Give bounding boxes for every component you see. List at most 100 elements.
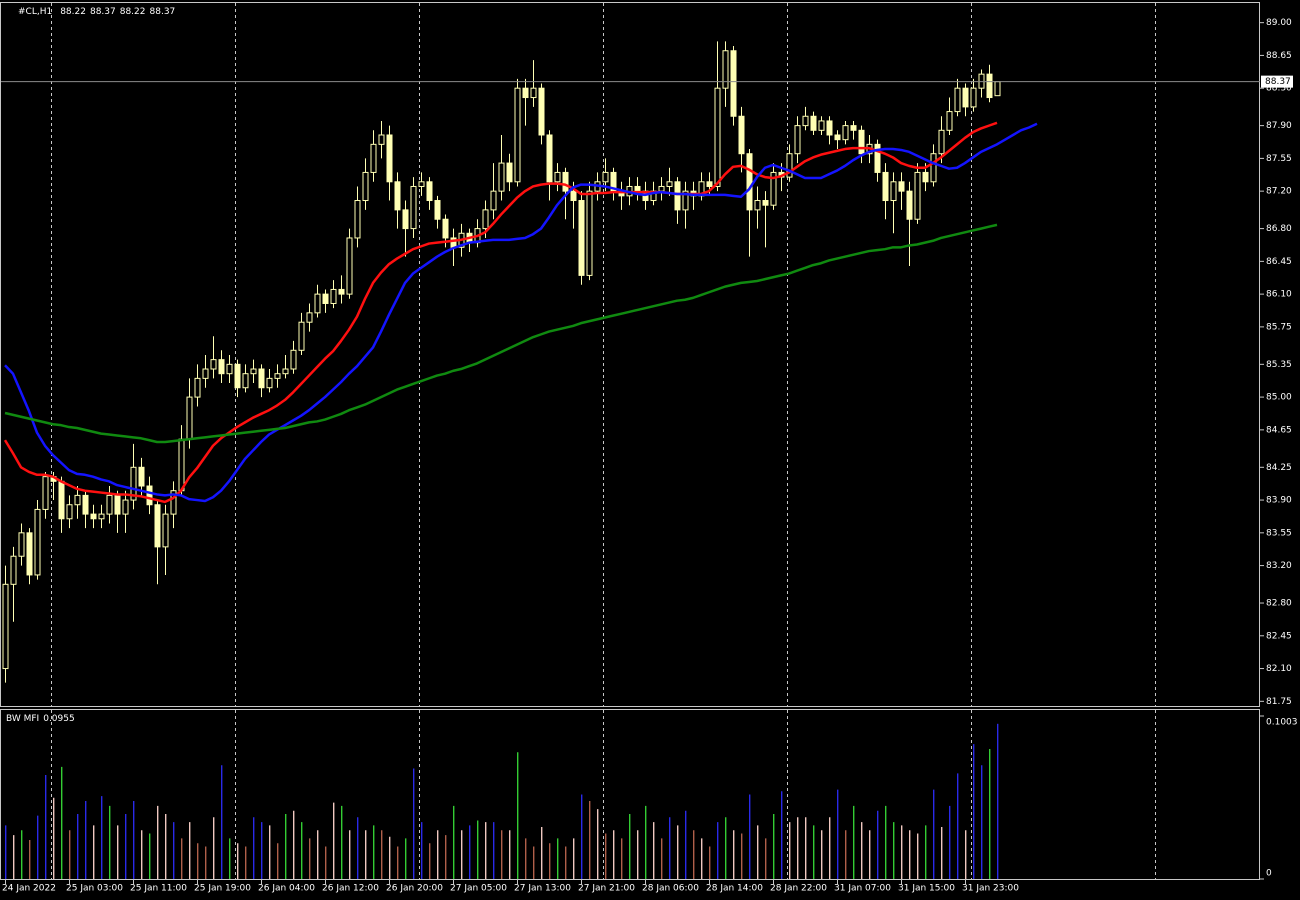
y-tick-label: 86.80 bbox=[1266, 224, 1292, 234]
x-tick-label: 25 Jan 03:00 bbox=[66, 884, 123, 894]
candle-body bbox=[98, 513, 105, 520]
candle-body bbox=[194, 377, 201, 398]
mfi-bar bbox=[509, 830, 511, 879]
mfi-bar bbox=[157, 805, 159, 879]
x-tick-label: 24 Jan 2022 bbox=[2, 884, 56, 894]
candle-body bbox=[898, 181, 905, 192]
mfi-bar bbox=[533, 846, 535, 879]
candle-body bbox=[890, 181, 897, 202]
mfi-bar bbox=[285, 814, 287, 879]
mfi-bar bbox=[317, 830, 319, 879]
candle-body bbox=[362, 171, 369, 202]
mfi-bar bbox=[573, 838, 575, 879]
mfi-bar bbox=[493, 822, 495, 879]
candle-body bbox=[858, 129, 865, 155]
candle-body bbox=[226, 363, 233, 375]
mfi-bar bbox=[837, 789, 839, 879]
mfi-bar bbox=[13, 835, 15, 879]
mfi-bar bbox=[245, 846, 247, 879]
candle-body bbox=[426, 181, 433, 202]
candle-body bbox=[210, 359, 217, 370]
mfi-bar bbox=[989, 749, 991, 879]
mfi-bar bbox=[69, 830, 71, 879]
header-high: 88.37 bbox=[90, 7, 116, 17]
y-tick-label: 83.20 bbox=[1266, 561, 1292, 571]
mfi-bar bbox=[709, 846, 711, 879]
y-tick-label: 85.75 bbox=[1266, 322, 1292, 332]
mfi-bar bbox=[445, 835, 447, 879]
candle-body bbox=[434, 200, 441, 220]
x-tick-label: 27 Jan 21:00 bbox=[578, 884, 635, 894]
indicator-panel-frame bbox=[0, 709, 1260, 880]
y-tick-label: 86.10 bbox=[1266, 290, 1292, 300]
candle-body bbox=[306, 312, 313, 323]
candle-body bbox=[34, 508, 41, 576]
candle-body bbox=[202, 368, 209, 379]
candle-body bbox=[298, 321, 305, 351]
mfi-bar bbox=[557, 838, 559, 879]
candle-body bbox=[490, 190, 497, 211]
indicator-title: BW MFI bbox=[6, 714, 39, 724]
mfi-bar bbox=[325, 846, 327, 879]
candle-body bbox=[90, 513, 97, 520]
mfi-bar bbox=[173, 822, 175, 879]
candle-body bbox=[850, 125, 857, 131]
candle-body bbox=[954, 87, 961, 113]
mfi-bar bbox=[485, 822, 487, 879]
mfi-bar bbox=[53, 797, 55, 879]
mfi-bar bbox=[133, 801, 135, 879]
mfi-bar bbox=[221, 765, 223, 879]
mfi-bar bbox=[141, 830, 143, 879]
x-tick-label: 31 Jan 07:00 bbox=[834, 884, 891, 894]
mfi-bar bbox=[205, 846, 207, 879]
mfi-bar bbox=[181, 838, 183, 879]
mfi-bar bbox=[901, 825, 903, 879]
candle-body bbox=[538, 87, 545, 136]
candle-body bbox=[106, 494, 113, 515]
mfi-bar bbox=[301, 822, 303, 879]
candle-body bbox=[922, 171, 929, 183]
y-tick-label: 84.65 bbox=[1266, 425, 1292, 435]
mfi-bar bbox=[757, 825, 759, 879]
candle-body bbox=[266, 377, 273, 389]
chart-header: #CL,H1 88.22 88.37 88.22 88.37 bbox=[18, 7, 175, 17]
mfi-bar bbox=[397, 846, 399, 879]
mfi-bar bbox=[805, 817, 807, 879]
candle-body bbox=[530, 87, 537, 99]
candle-body bbox=[130, 466, 137, 501]
mfi-bar bbox=[885, 805, 887, 879]
mfi-bar bbox=[429, 843, 431, 879]
mfi-bar bbox=[525, 838, 527, 879]
candle-body bbox=[138, 466, 145, 487]
candle-body bbox=[442, 218, 449, 239]
candle-body bbox=[314, 293, 321, 314]
candle-body bbox=[802, 115, 809, 127]
candle-body bbox=[322, 293, 329, 304]
mfi-bar bbox=[373, 825, 375, 879]
y-tick-label: 88.65 bbox=[1266, 51, 1292, 61]
mfi-bar bbox=[797, 817, 799, 879]
y-tick-label: 82.80 bbox=[1266, 599, 1292, 609]
candle-body bbox=[970, 87, 977, 108]
header-low: 88.22 bbox=[120, 7, 146, 17]
candle-body bbox=[522, 87, 529, 99]
candle-body bbox=[938, 129, 945, 155]
candle-body bbox=[658, 185, 665, 192]
candle-body bbox=[242, 373, 249, 389]
symbol: #CL,H1 bbox=[18, 7, 52, 17]
mfi-bar bbox=[973, 744, 975, 879]
mfi-bar bbox=[645, 805, 647, 879]
mfi-bar bbox=[253, 817, 255, 879]
candle-body bbox=[826, 120, 833, 136]
candle-body bbox=[26, 532, 33, 576]
y-tick-label: 86.45 bbox=[1266, 257, 1292, 267]
candle-body bbox=[762, 200, 769, 206]
candle-body bbox=[794, 125, 801, 155]
candle-body bbox=[986, 73, 993, 99]
mfi-bar bbox=[933, 789, 935, 879]
candle-body bbox=[170, 490, 177, 515]
mfi-bar bbox=[733, 830, 735, 879]
candle-body bbox=[962, 87, 969, 108]
